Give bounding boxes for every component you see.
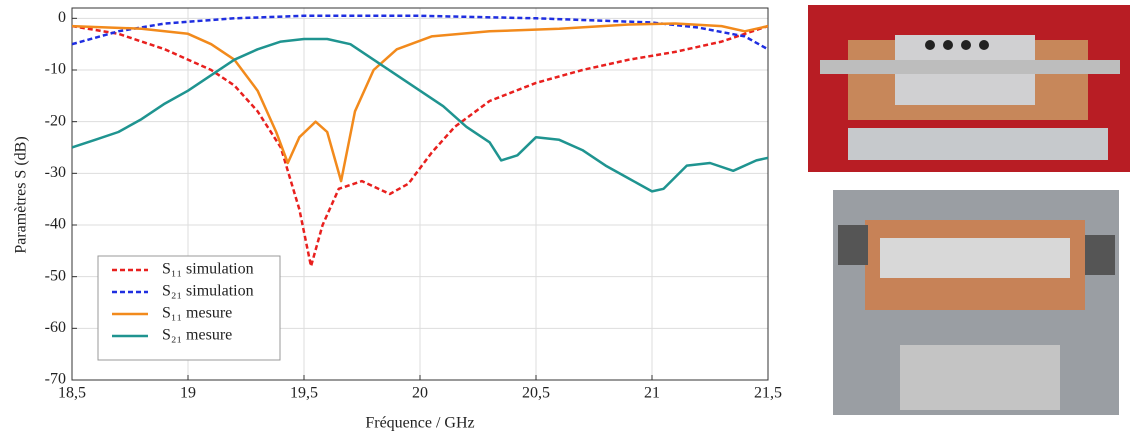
series-line xyxy=(72,22,768,183)
x-tick-label: 21 xyxy=(644,385,660,402)
y-axis-label: Paramètres S (dB) xyxy=(13,136,30,253)
legend-label: S₁₁ simulation xyxy=(162,261,254,278)
photo-top xyxy=(808,5,1130,172)
series-line xyxy=(72,24,768,268)
legend-box xyxy=(97,255,281,361)
y-tick-label: -20 xyxy=(45,112,66,129)
x-tick-label: 19 xyxy=(180,385,196,402)
y-tick-label: -40 xyxy=(45,216,66,233)
x-tick-label: 19,5 xyxy=(290,385,318,402)
x-tick-label: 18,5 xyxy=(58,385,86,402)
legend-label: S₂₁ mesure xyxy=(162,327,232,344)
x-tick-label: 20 xyxy=(412,385,428,402)
y-tick-label: -60 xyxy=(45,319,66,336)
x-tick-label: 20,5 xyxy=(522,385,550,402)
y-tick-label: -50 xyxy=(45,267,66,284)
y-tick-label: -30 xyxy=(45,164,66,181)
legend-label: S₁₁ mesure xyxy=(162,305,232,322)
legend-label: S₂₁ simulation xyxy=(162,283,254,300)
photo-bottom xyxy=(833,190,1119,415)
plot-frame xyxy=(71,7,769,381)
y-tick-label: -10 xyxy=(45,61,66,78)
x-axis-label: Fréquence / GHz xyxy=(365,415,474,432)
x-tick-label: 21,5 xyxy=(754,385,782,402)
series-line xyxy=(72,37,768,193)
y-tick-label: -70 xyxy=(45,371,66,388)
y-tick-label: 0 xyxy=(58,9,66,26)
